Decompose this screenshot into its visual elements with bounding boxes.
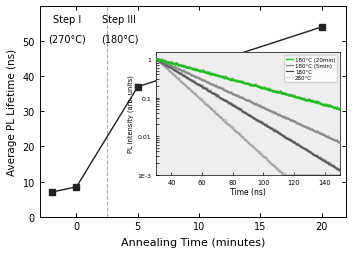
- Text: (270°C): (270°C): [48, 34, 86, 44]
- Y-axis label: Average PL Lifetime (ns): Average PL Lifetime (ns): [7, 49, 17, 175]
- Text: (180°C): (180°C): [101, 34, 138, 44]
- Text: Step III: Step III: [102, 15, 136, 25]
- Text: Step I: Step I: [53, 15, 82, 25]
- X-axis label: Annealing Time (minutes): Annealing Time (minutes): [121, 237, 265, 247]
